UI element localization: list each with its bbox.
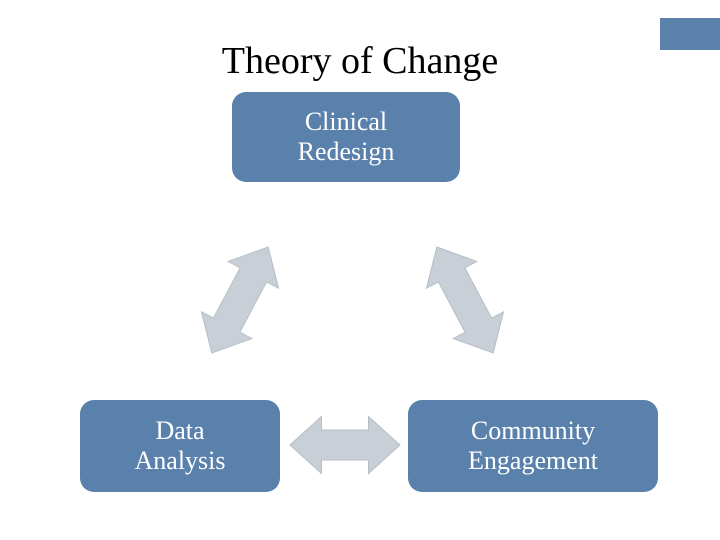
node-label-line1: Data xyxy=(155,416,204,446)
node-label-line2: Analysis xyxy=(135,446,226,476)
node-label-line1: Community xyxy=(471,416,595,446)
double-arrow-icon xyxy=(290,417,400,474)
page-title: Theory of Change xyxy=(0,39,720,83)
double-arrow-icon xyxy=(412,234,519,367)
node-label-line1: Clinical xyxy=(305,107,387,137)
arrow-data-community xyxy=(257,357,433,533)
node-clinical-redesign: Clinical Redesign xyxy=(232,92,460,182)
node-community-engagement: Community Engagement xyxy=(408,400,658,492)
double-arrow-icon xyxy=(187,234,294,367)
node-data-analysis: Data Analysis xyxy=(80,400,280,492)
node-label-line2: Redesign xyxy=(298,137,395,167)
node-label-line2: Engagement xyxy=(468,446,598,476)
